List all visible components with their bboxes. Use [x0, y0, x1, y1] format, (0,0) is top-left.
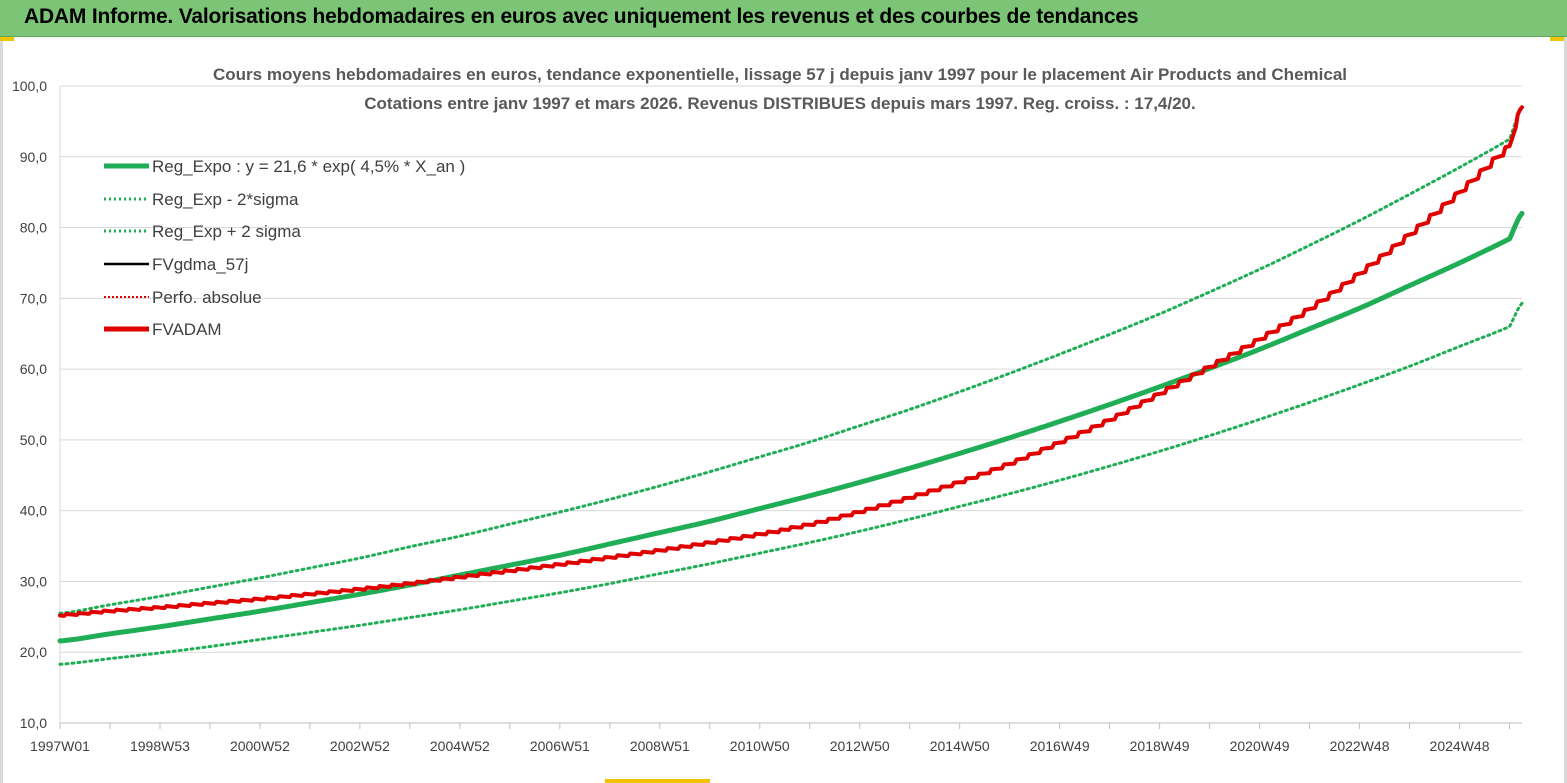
- series-fvgdma-57j: [59, 106, 1523, 617]
- x-tick-label: 2020W49: [1230, 738, 1290, 754]
- legend-label-reg-expo: Reg_Expo : y = 21,6 * exp( 4,5% * X_an ): [152, 157, 465, 176]
- x-tick-label: 2002W52: [330, 738, 390, 754]
- series-lines: [57, 105, 1525, 666]
- chart-subtitle: Cotations entre janv 1997 et mars 2026. …: [364, 94, 1195, 113]
- y-tick-label: 10,0: [20, 715, 47, 731]
- y-tick-label: 60,0: [20, 361, 47, 377]
- chart-title: Cours moyens hebdomadaires en euros, ten…: [213, 65, 1347, 84]
- y-tick-label: 90,0: [20, 149, 47, 165]
- x-tick-label: 2012W50: [830, 738, 890, 754]
- series-reg-exp-minus-2sigma: [58, 301, 1524, 666]
- legend: Reg_Expo : y = 21,6 * exp( 4,5% * X_an )…: [104, 157, 465, 339]
- legend-label-fvadam: FVADAM: [152, 320, 222, 339]
- corner-accent-top-right: [1550, 37, 1564, 41]
- legend-label-reg-exp-minus: Reg_Exp - 2*sigma: [152, 190, 299, 209]
- chart-frame: [0, 37, 1567, 783]
- series-reg-expo: [57, 210, 1525, 644]
- x-tick-label: 2018W49: [1130, 738, 1190, 754]
- corner-accent-top-left: [0, 37, 14, 41]
- x-tick-label: 2000W52: [230, 738, 290, 754]
- y-tick-label: 20,0: [20, 644, 47, 660]
- x-tick-label: 2006W51: [530, 738, 590, 754]
- y-tick-label: 50,0: [20, 432, 47, 448]
- y-tick-label: 30,0: [20, 573, 47, 589]
- legend-label-reg-exp-plus: Reg_Exp + 2 sigma: [152, 222, 301, 241]
- x-tick-label: 2014W50: [930, 738, 990, 754]
- x-tick-label: 1997W01: [30, 738, 90, 754]
- x-tick-label: 2024W48: [1430, 738, 1490, 754]
- x-tick-label: 2016W49: [1030, 738, 1090, 754]
- corner-accent-bottom: [605, 779, 710, 783]
- report-title: ADAM Informe. Valorisations hebdomadaire…: [24, 5, 1139, 28]
- x-tick-label: 1998W53: [130, 738, 190, 754]
- y-tick-label: 40,0: [20, 503, 47, 519]
- series-reg-exp-plus-2sigma: [58, 105, 1524, 615]
- y-tick-label: 100,0: [12, 78, 47, 94]
- x-tick-label: 2022W48: [1330, 738, 1390, 754]
- report-banner: ADAM Informe. Valorisations hebdomadaire…: [0, 0, 1567, 37]
- legend-label-perfo: Perfo. absolue: [152, 288, 262, 307]
- axes: 10,0 20,0 30,0 40,0 50,0 60,0 70,0 80,0 90,0 100,…: [12, 78, 1522, 754]
- grid-lines: [60, 85, 1522, 724]
- series-perfo-absolue: [59, 106, 1523, 617]
- x-tick-label: 2010W50: [730, 738, 790, 754]
- series-fvadam: [58, 105, 1524, 618]
- x-tick-label: 2004W52: [430, 738, 490, 754]
- x-tick-label: 2008W51: [630, 738, 690, 754]
- y-tick-label: 80,0: [20, 220, 47, 236]
- y-tick-label: 70,0: [20, 290, 47, 306]
- legend-label-fvgdma: FVgdma_57j: [152, 255, 248, 274]
